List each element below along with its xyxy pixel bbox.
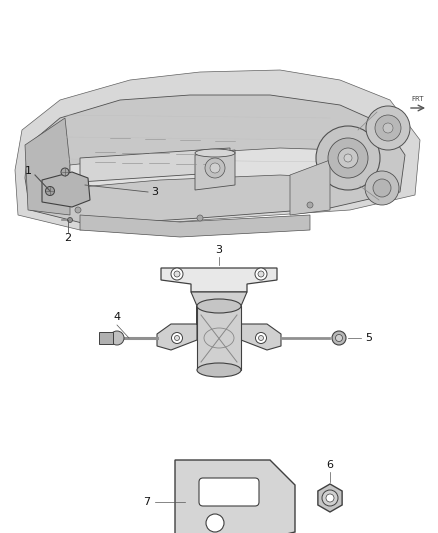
Circle shape (365, 171, 399, 205)
Polygon shape (70, 148, 370, 188)
Text: 7: 7 (143, 497, 151, 507)
Circle shape (197, 215, 203, 221)
Circle shape (258, 335, 264, 341)
Polygon shape (99, 332, 113, 344)
Circle shape (338, 148, 358, 168)
Polygon shape (25, 95, 405, 225)
Text: 5: 5 (365, 333, 372, 343)
Text: FRT: FRT (412, 96, 424, 102)
Polygon shape (161, 268, 277, 292)
Circle shape (206, 514, 224, 532)
Circle shape (344, 154, 352, 162)
Polygon shape (175, 460, 295, 533)
Text: 3: 3 (152, 187, 159, 197)
Polygon shape (318, 484, 342, 512)
Circle shape (61, 168, 69, 176)
Text: 1: 1 (25, 166, 32, 176)
Circle shape (255, 333, 266, 343)
Polygon shape (241, 306, 281, 350)
Circle shape (383, 123, 393, 133)
Circle shape (328, 138, 368, 178)
Ellipse shape (197, 299, 241, 313)
Polygon shape (42, 172, 90, 207)
Polygon shape (15, 70, 420, 230)
Polygon shape (80, 148, 230, 182)
Circle shape (210, 163, 220, 173)
Circle shape (110, 331, 124, 345)
Circle shape (172, 333, 183, 343)
Circle shape (75, 207, 81, 213)
Circle shape (174, 271, 180, 277)
Circle shape (326, 494, 334, 502)
Polygon shape (290, 160, 330, 215)
Circle shape (375, 115, 401, 141)
Circle shape (67, 217, 73, 222)
Polygon shape (25, 118, 70, 215)
Circle shape (171, 268, 183, 280)
Circle shape (332, 331, 346, 345)
Circle shape (322, 490, 338, 506)
Polygon shape (80, 215, 310, 237)
Circle shape (205, 158, 225, 178)
Circle shape (255, 268, 267, 280)
Circle shape (46, 187, 54, 196)
Text: 3: 3 (215, 245, 223, 255)
Circle shape (336, 335, 343, 342)
Circle shape (316, 126, 380, 190)
Circle shape (366, 106, 410, 150)
Polygon shape (197, 306, 241, 370)
Circle shape (307, 202, 313, 208)
Ellipse shape (197, 363, 241, 377)
Circle shape (373, 179, 391, 197)
Polygon shape (195, 150, 235, 190)
Ellipse shape (195, 149, 235, 157)
Text: 4: 4 (113, 312, 120, 322)
Polygon shape (157, 306, 197, 350)
FancyBboxPatch shape (199, 478, 259, 506)
Text: 6: 6 (326, 460, 333, 470)
Circle shape (174, 335, 180, 341)
Polygon shape (191, 292, 247, 306)
Circle shape (258, 271, 264, 277)
Text: 2: 2 (64, 233, 71, 243)
